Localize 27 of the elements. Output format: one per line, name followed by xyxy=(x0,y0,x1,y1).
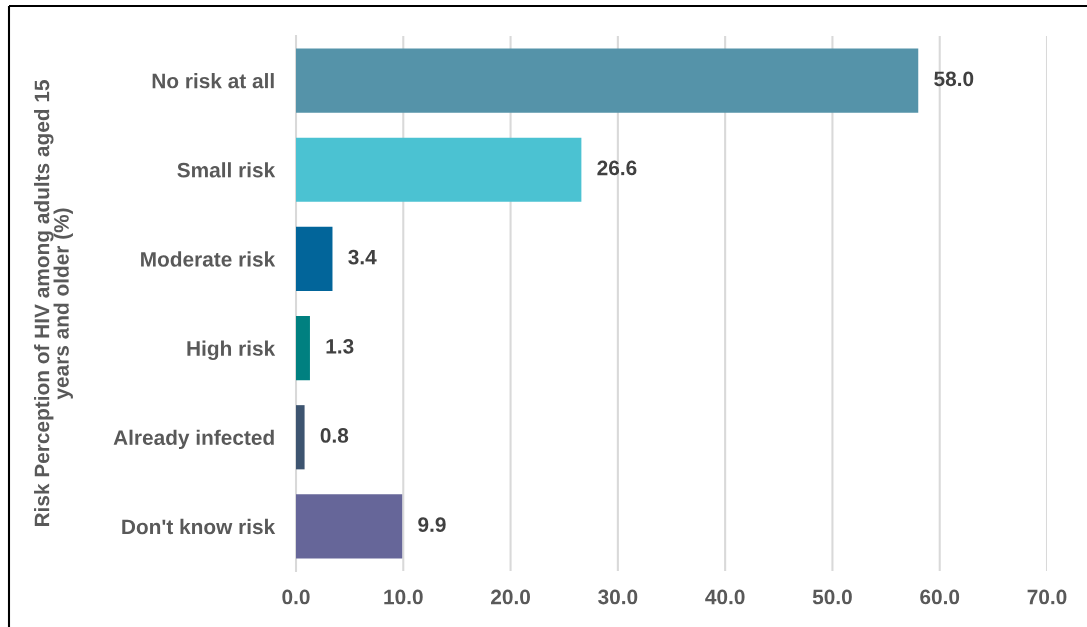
bar xyxy=(296,226,333,292)
x-tick-label: 30.0 xyxy=(598,589,638,605)
y-tick-label: High risk xyxy=(187,340,276,361)
y-tick-label: Small risk xyxy=(177,162,276,178)
x-tick-label: 70.0 xyxy=(1027,589,1067,605)
x-tick-label: 40.0 xyxy=(705,589,745,605)
bar xyxy=(296,137,582,202)
bar xyxy=(296,48,919,113)
data-label: 0.8 xyxy=(320,428,349,443)
x-tick-label: 50.0 xyxy=(812,589,852,605)
y-tick-label: Moderate risk xyxy=(141,251,276,267)
x-tick-label: 0.0 xyxy=(282,589,310,605)
data-label: 58.0 xyxy=(934,71,974,87)
bar xyxy=(296,405,305,470)
data-label: 1.3 xyxy=(326,338,354,354)
x-tick-label: 10.0 xyxy=(384,589,423,605)
data-label: 26.6 xyxy=(597,160,637,176)
bar xyxy=(296,315,310,381)
x-tick-label: 20.0 xyxy=(491,589,530,605)
data-label: 3.4 xyxy=(348,249,377,265)
bar xyxy=(296,494,403,559)
y-tick-label: Already infected xyxy=(113,429,274,450)
x-tick-label: 60.0 xyxy=(920,589,960,605)
y-axis-title: Risk Perception of HIV among adults aged 15 years and older (%) xyxy=(34,80,73,527)
y-tick-label: No risk at all xyxy=(152,73,274,89)
y-tick-label: Don't know risk xyxy=(122,518,276,535)
data-label: 9.9 xyxy=(418,517,446,533)
